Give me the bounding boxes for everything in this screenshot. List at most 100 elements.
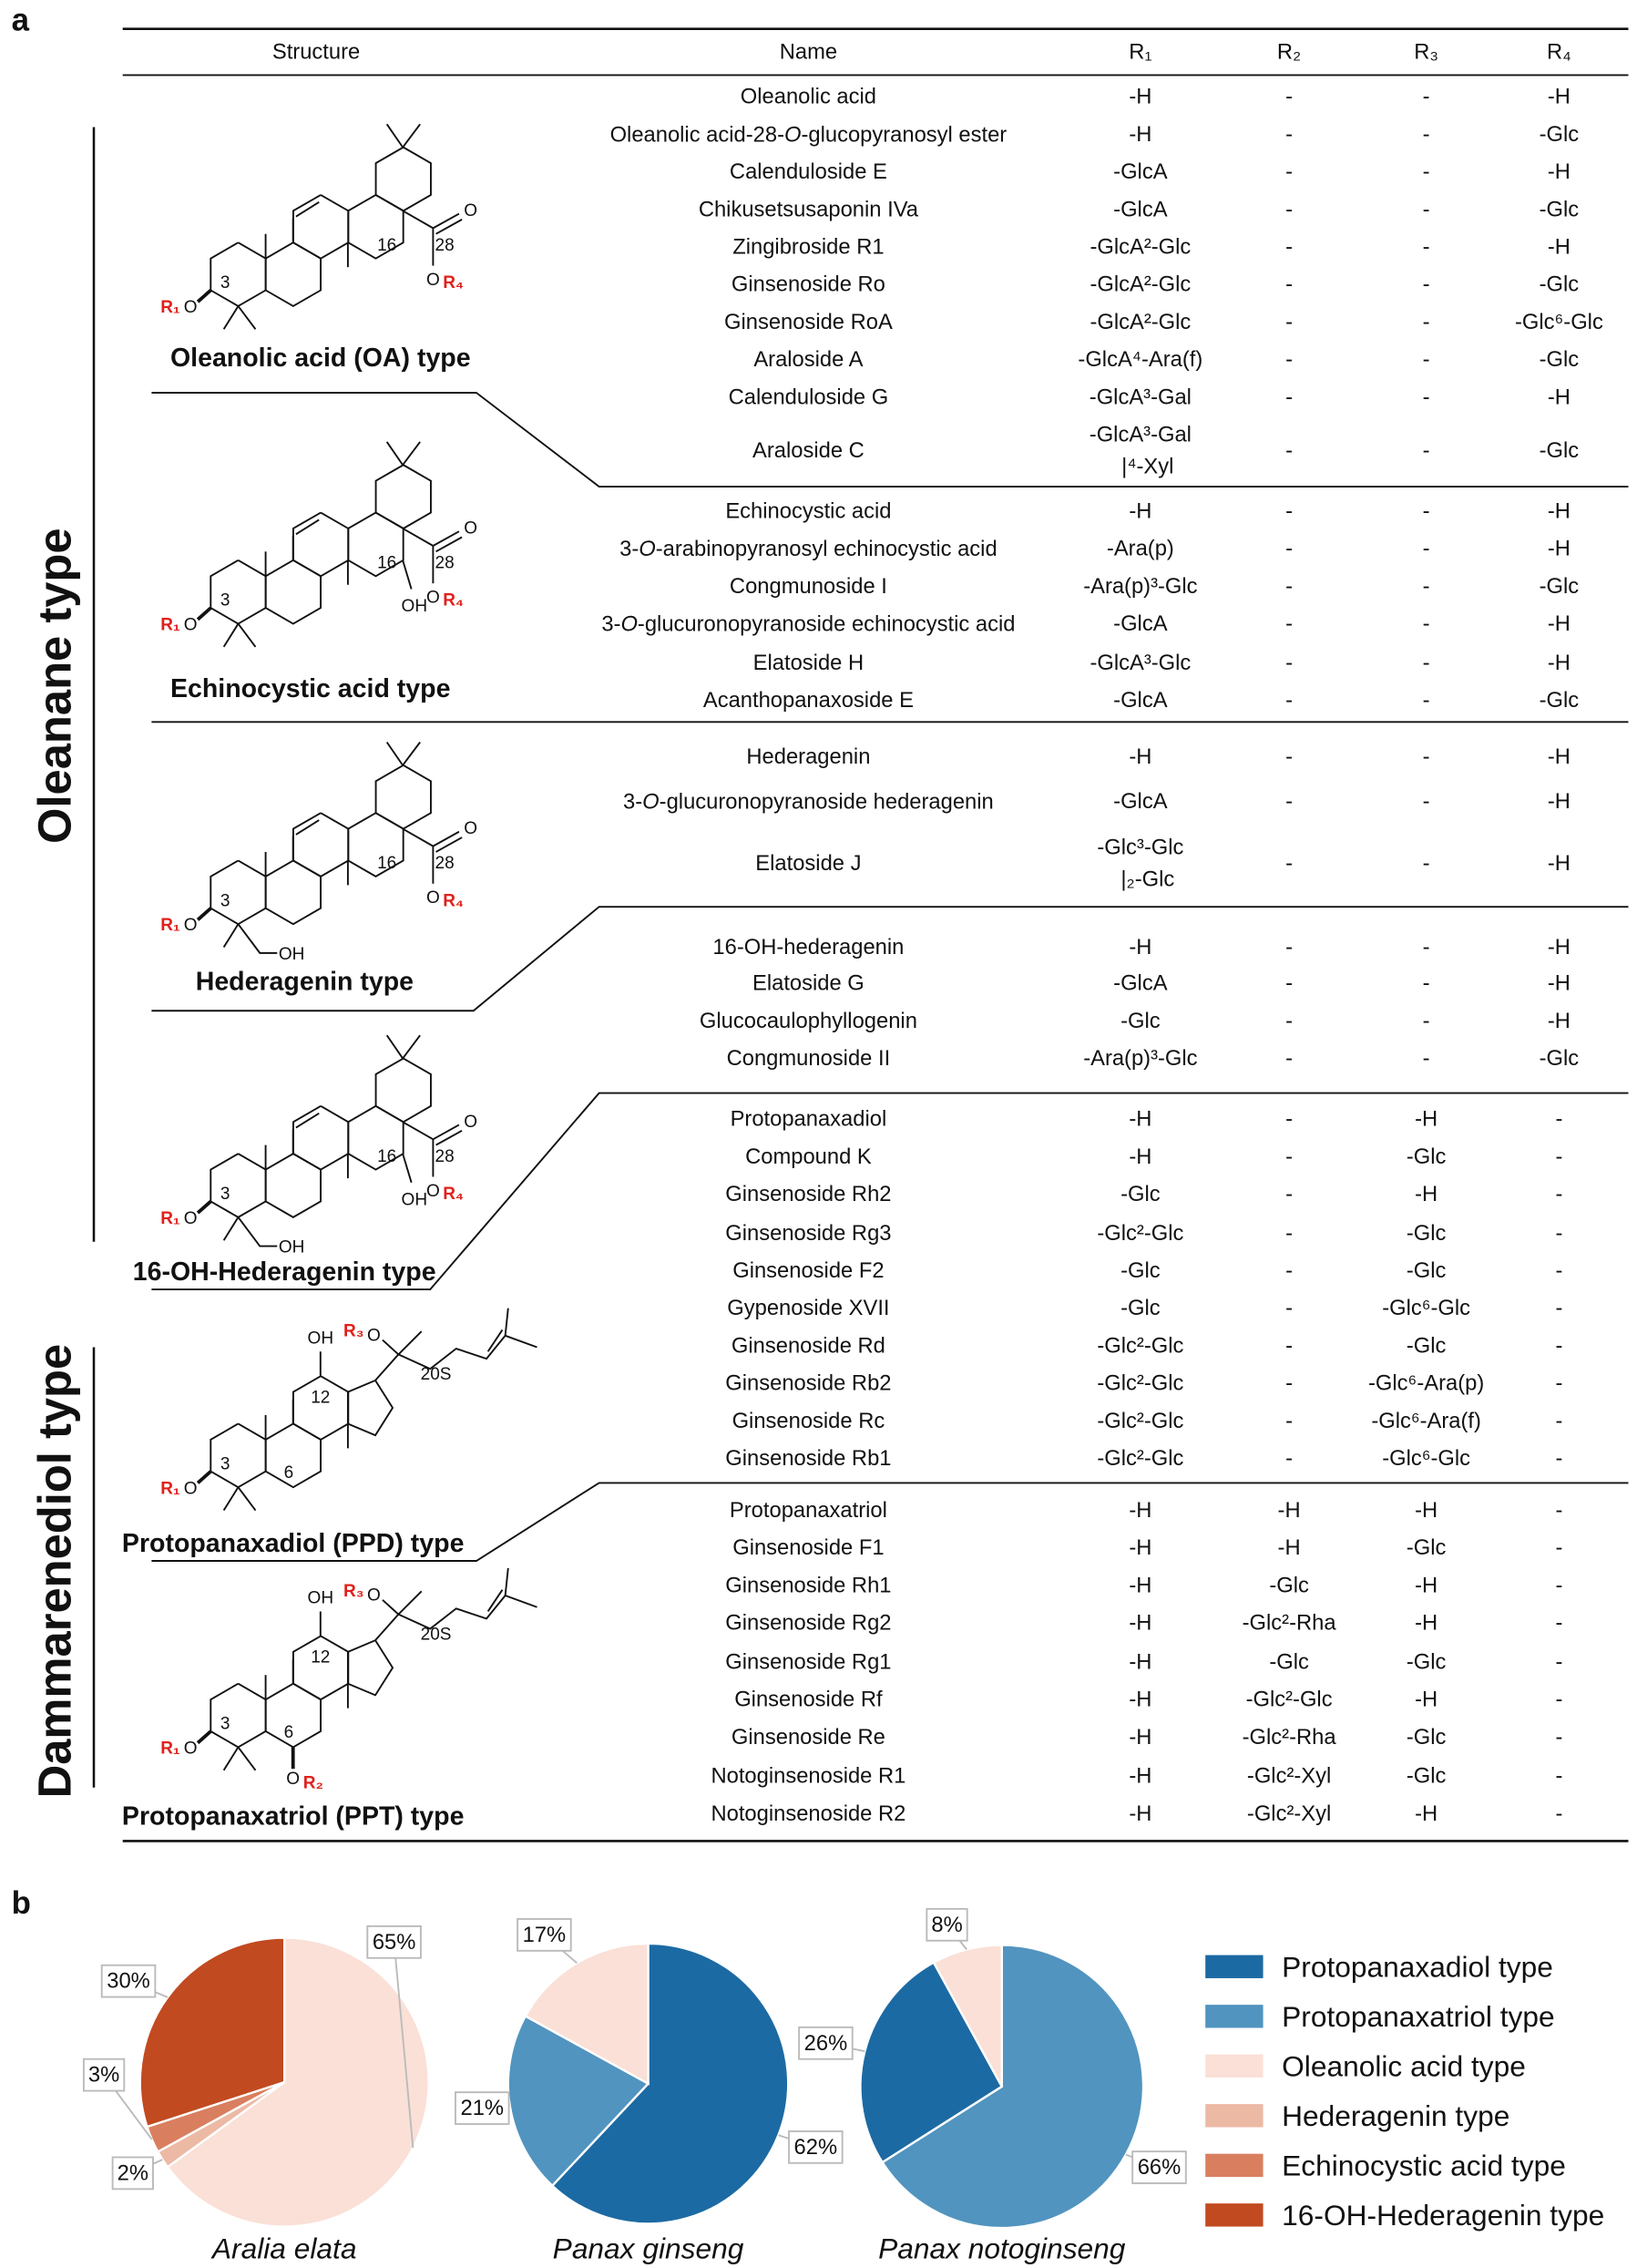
substituent: -	[1285, 85, 1293, 109]
substituent: -H	[1129, 1801, 1151, 1826]
atom-label: O	[464, 518, 477, 538]
atom-label: 3	[220, 591, 230, 611]
value-label: 2%	[118, 2160, 148, 2185]
bond	[264, 241, 322, 308]
group-separator	[151, 1092, 1629, 1291]
substituent: -H	[1129, 85, 1151, 109]
substituent: -GlcA²-Glc	[1090, 272, 1191, 297]
compound-name: Ginsenoside Re	[732, 1725, 885, 1750]
atom-label: 6	[284, 1463, 294, 1483]
substituent: -Glc	[1407, 1333, 1447, 1358]
bond	[264, 1153, 322, 1218]
atom-label: OH	[402, 1190, 427, 1209]
compound-name: Elatoside G	[752, 971, 865, 996]
compound-name: Ginsenoside Rg2	[725, 1611, 891, 1636]
substituent: -Glc⁶-Glc	[1382, 1446, 1470, 1471]
substituent: -	[1285, 1333, 1293, 1358]
substituent: -	[1555, 1764, 1562, 1789]
legend-label: Oleanolic acid type	[1282, 2049, 1526, 2082]
atom-label: R₁	[160, 1209, 180, 1228]
atom-label: OH	[308, 1329, 334, 1348]
legend-swatch	[1205, 1955, 1264, 1978]
atom-label: O	[286, 1770, 300, 1789]
compound-name: 3-O-glucuronopyranoside hederagenin	[623, 789, 994, 814]
atom-label: 6	[284, 1723, 294, 1742]
compound-name: Ginsenoside RoA	[724, 310, 893, 334]
column-header: Structure	[272, 40, 360, 65]
substituent: -H	[1415, 1573, 1437, 1597]
substituent: -H	[1129, 744, 1151, 769]
atom-label: 28	[435, 554, 455, 573]
substituent: -	[1285, 1182, 1293, 1206]
group-separator	[151, 1482, 1629, 1562]
substituent: -	[1423, 611, 1430, 636]
substituent: -	[1555, 1258, 1562, 1283]
legend-swatch	[1205, 2104, 1264, 2128]
bond	[397, 1334, 537, 1370]
substituent: -GlcA	[1113, 611, 1168, 636]
substituent: -H	[1548, 537, 1570, 561]
substituent: -H	[1415, 1801, 1437, 1826]
substituent: -	[1285, 122, 1293, 147]
compound-name: Ginsenoside Rb2	[725, 1371, 891, 1396]
substituent: -	[1423, 310, 1430, 334]
bond	[374, 146, 432, 212]
compound-name: Ginsenoside F2	[732, 1258, 884, 1283]
legend-label: 16-OH-Hederagenin type	[1282, 2199, 1604, 2232]
substituent: -	[1555, 1498, 1562, 1523]
structure-label: 16-OH-Hederagenin type	[133, 1257, 436, 1287]
bond	[374, 1339, 400, 1381]
compound-name: Oleanolic acid	[741, 85, 876, 109]
atom-label: 3	[220, 1185, 230, 1204]
atom-label: R₁	[160, 298, 180, 317]
legend-label: Hederagenin type	[1282, 2099, 1509, 2132]
substituent: -	[1423, 197, 1430, 221]
atom-label: 28	[435, 236, 455, 255]
bond	[346, 1638, 394, 1697]
legend-swatch	[1205, 2203, 1264, 2227]
compound-name: 3-O-arabinopyranosyl echinocystic acid	[619, 537, 998, 561]
substituent: -Glc	[1407, 1649, 1447, 1674]
substituent: -Glc²-Rha	[1243, 1611, 1337, 1636]
substituent: -H	[1548, 651, 1570, 675]
bond	[222, 1216, 240, 1241]
compound-name: Araloside C	[752, 438, 865, 463]
compound-name: Notoginsenoside R2	[711, 1801, 905, 1826]
substituent: -H	[1548, 851, 1570, 876]
atom-label: O	[426, 1182, 440, 1201]
atom-label: R₃	[343, 1582, 364, 1601]
substituent: -	[1285, 272, 1293, 297]
column-header: R₄	[1547, 40, 1571, 65]
atom-label: OH	[279, 1238, 305, 1257]
bond	[402, 123, 421, 149]
family-label: Dammarenediol type	[29, 1344, 81, 1799]
substituent: -	[1285, 1446, 1293, 1471]
atom-label: R₄	[443, 891, 464, 910]
substituent: -	[1423, 159, 1430, 184]
substituent: -H	[1129, 1764, 1151, 1789]
substituent: -	[1285, 498, 1293, 523]
compound-name: Protopanaxatriol	[730, 1498, 887, 1523]
bond	[222, 923, 240, 949]
substituent: -Ara(p)	[1107, 537, 1174, 561]
atom-label: O	[184, 616, 198, 635]
bond	[504, 1308, 509, 1336]
bond	[397, 1330, 423, 1356]
compound-name: Ginsenoside Rg1	[725, 1649, 891, 1674]
substituent: -H	[1129, 935, 1151, 960]
atom-label: 3	[220, 1454, 230, 1473]
substituent: -	[1285, 1107, 1293, 1132]
substituent: -	[1555, 1573, 1562, 1597]
bond	[295, 1112, 320, 1129]
atom-label: R₂	[303, 1774, 323, 1793]
atom-label: 28	[435, 854, 455, 873]
bond	[402, 1153, 413, 1184]
compound-name: Glucocaulophyllogenin	[700, 1009, 917, 1033]
bond	[346, 1379, 394, 1437]
substituent: -GlcA	[1113, 159, 1168, 184]
substituent: -H	[1548, 234, 1570, 259]
substituent: -	[1285, 537, 1293, 561]
atom-label: O	[426, 888, 440, 908]
substituent: -Glc	[1407, 1725, 1447, 1750]
family-label: Oleanane type	[29, 528, 81, 844]
